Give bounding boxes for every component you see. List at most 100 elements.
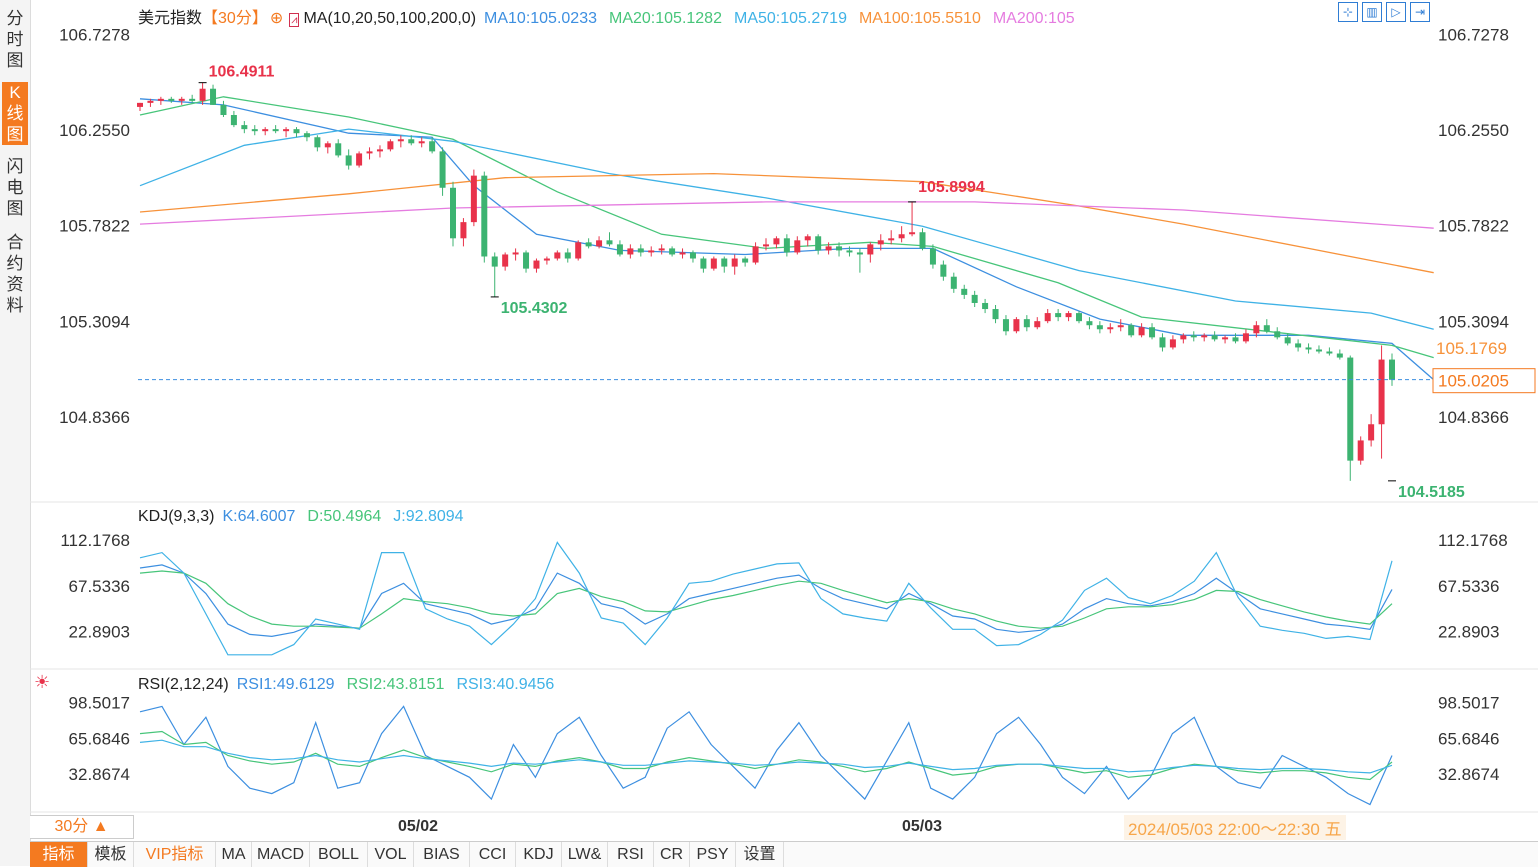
period-button[interactable]: 30分 ▲ xyxy=(30,815,134,839)
sidebar-tab-char: 约 xyxy=(6,254,24,273)
ma200-value: MA200:105 xyxy=(992,10,1075,27)
candle-body xyxy=(856,252,863,255)
candle-body xyxy=(1055,313,1062,318)
bottom-tab-12[interactable]: CR xyxy=(654,842,690,867)
bottom-tab-8[interactable]: CCI xyxy=(470,842,516,867)
play-icon[interactable]: ▷ xyxy=(1386,2,1406,22)
layout-icon[interactable]: ▥ xyxy=(1362,2,1382,22)
add-icon[interactable]: ⊕ xyxy=(269,10,284,27)
time-range-label: 2024/05/03 22:00～22:30 五 xyxy=(1124,815,1346,840)
bottom-tab-0[interactable]: 指标 xyxy=(30,842,88,867)
candle-body xyxy=(836,246,843,251)
sidebar-tab-2[interactable]: 闪电图 xyxy=(2,156,28,219)
kdj-d: D:50.4964 xyxy=(307,508,382,525)
candle-body xyxy=(376,149,383,152)
crosshair-icon[interactable]: ⊹ xyxy=(1338,2,1358,22)
sidebar-tab-char: 图 xyxy=(6,199,24,218)
candle-body xyxy=(867,244,874,255)
candle-body xyxy=(137,102,143,107)
candle-body xyxy=(450,187,456,239)
candle-body xyxy=(241,125,248,130)
sidebar-tab-0[interactable]: 分时图 xyxy=(2,8,28,71)
extreme-label: 105.4302 xyxy=(501,300,568,317)
candle-body xyxy=(658,248,665,251)
bottom-tab-4[interactable]: MACD xyxy=(252,842,310,867)
candle-body xyxy=(1086,321,1093,326)
bottom-tab-2[interactable]: VIP指标 xyxy=(134,842,216,867)
main-legend: 美元指数【30分】 ⊕ ⩘ MA(10,20,50,100,200,0) MA10:10… xyxy=(138,4,1075,28)
bottom-tab-11[interactable]: RSI xyxy=(608,842,654,867)
sidebar-tab-char: 图 xyxy=(6,125,24,144)
candle-body xyxy=(335,143,342,156)
candle-body xyxy=(366,151,373,154)
settings-sun-icon[interactable]: ☀ xyxy=(34,672,51,692)
candle-body xyxy=(199,88,206,101)
rsi-tick-right: 98.5017 xyxy=(1438,694,1499,713)
candle-body xyxy=(303,133,310,138)
candle-body xyxy=(919,232,926,249)
candle-body xyxy=(345,155,352,166)
candle-body xyxy=(700,258,707,269)
candle-body xyxy=(846,250,853,253)
rsi-tick-left: 65.6846 xyxy=(69,729,130,748)
period-tag: 【30分】 xyxy=(202,10,268,27)
extreme-label: 106.4911 xyxy=(209,64,275,81)
candle-body xyxy=(387,141,394,150)
bottom-tab-6[interactable]: VOL xyxy=(368,842,414,867)
bottom-tab-7[interactable]: BIAS xyxy=(414,842,470,867)
candle-body xyxy=(470,175,477,223)
kdj-k-line xyxy=(139,564,1393,638)
candle-body xyxy=(1336,353,1343,358)
candle-body xyxy=(992,309,999,320)
candle-body xyxy=(950,276,957,289)
sidebar-tab-char: 电 xyxy=(6,178,24,197)
ma50-value: MA50:105.2719 xyxy=(733,10,847,27)
ma20-value: MA20:105.1282 xyxy=(609,10,722,27)
candle-body xyxy=(721,258,728,267)
candle-body xyxy=(825,246,832,251)
candle-body xyxy=(773,238,780,245)
ma20-line xyxy=(139,96,1434,359)
bottom-tab-1[interactable]: 模板 xyxy=(88,842,134,867)
candle-body xyxy=(168,98,175,101)
candle-body xyxy=(804,236,811,241)
bottom-tab-3[interactable]: MA xyxy=(216,842,252,867)
candle-body xyxy=(1284,337,1291,344)
candle-body xyxy=(815,236,822,251)
bottom-tab-13[interactable]: PSY xyxy=(690,842,736,867)
last-price-box xyxy=(1432,368,1536,394)
candle-body xyxy=(1389,359,1395,380)
candle-body xyxy=(1368,424,1375,441)
y-tick-right: 106.7278 xyxy=(1438,26,1509,45)
bottom-tab-9[interactable]: KDJ xyxy=(516,842,562,867)
candle-body xyxy=(1305,347,1312,350)
sidebar-tab-char: 资 xyxy=(6,275,24,294)
candle-body xyxy=(585,242,592,247)
candle-body xyxy=(1326,351,1333,354)
y-tick-left: 105.3094 xyxy=(59,312,130,331)
rsi3-value: RSI3:40.9456 xyxy=(456,676,555,693)
extreme-label: 105.8994 xyxy=(918,179,985,196)
candle-body xyxy=(1357,440,1364,461)
candle-body xyxy=(1138,327,1145,336)
kdj-tick-right: 112.1768 xyxy=(1438,531,1508,550)
bottom-tab-5[interactable]: BOLL xyxy=(310,842,368,867)
forward-icon[interactable]: ⇥ xyxy=(1410,2,1430,22)
rsi3-line xyxy=(139,739,1393,774)
candle-body xyxy=(523,252,530,269)
candle-body xyxy=(742,258,749,263)
candle-body xyxy=(1065,313,1072,318)
bottom-tab-10[interactable]: LW& xyxy=(562,842,608,867)
indicator-tabbar: 指标 模板 VIP指标 MA MACD BOLL VOL BIAS CCI KDJ LW& RSI CR… xyxy=(30,841,1538,867)
ma10-value: MA10:105.0233 xyxy=(484,10,597,27)
sidebar-tab-3[interactable]: 合约资料 xyxy=(2,232,28,316)
candle-body xyxy=(324,143,331,148)
candle-body xyxy=(909,232,916,235)
kdj-tick-left: 67.5336 xyxy=(69,577,130,596)
bottom-tab-14[interactable]: 设置 xyxy=(736,842,784,867)
ma-indicator-icon[interactable]: ⩘ xyxy=(289,13,300,27)
kdj-tick-left: 112.1768 xyxy=(60,531,130,550)
